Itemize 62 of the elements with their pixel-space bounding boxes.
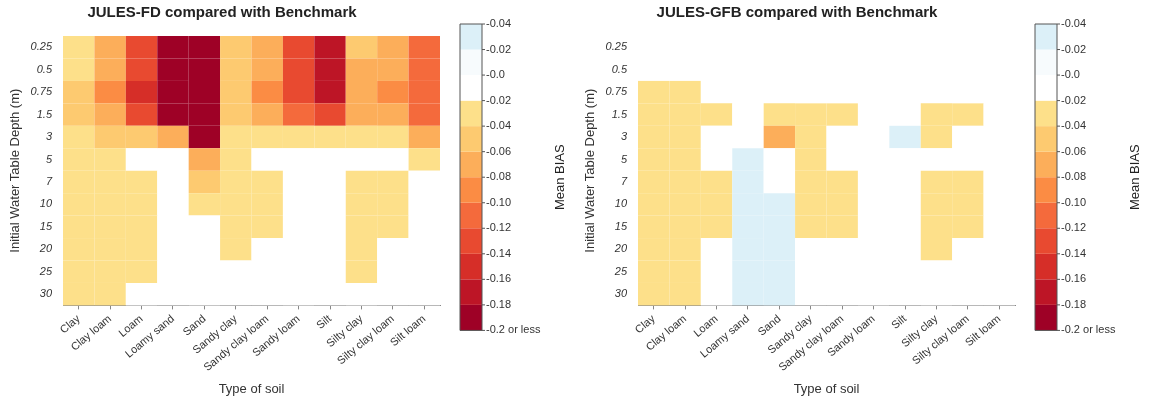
y-tick-label: 7 xyxy=(620,174,628,187)
color-bar-label: -0.04 xyxy=(1061,119,1087,132)
color-bar-label: -0.10 xyxy=(486,195,512,208)
y-tick-label: 15 xyxy=(39,219,53,232)
color-bar-label: -0.06 xyxy=(1061,144,1087,157)
color-bar-label: -0.2 or less xyxy=(486,323,541,336)
color-bar-label: -0.02 xyxy=(1061,93,1087,106)
color-bar-title: Mean BIAS xyxy=(551,144,567,211)
text: -0.04 xyxy=(1061,17,1087,30)
color-bar-label: -0.14 xyxy=(486,246,512,259)
y-tick-label: 20 xyxy=(613,242,628,255)
color-bar-label: -0.14 xyxy=(1061,246,1087,259)
y-tick-label: 25 xyxy=(613,264,628,277)
x-axis-title: Type of soil xyxy=(218,380,285,396)
x-tick-label: Clay xyxy=(57,311,83,336)
color-bar-label: -0.18 xyxy=(1061,297,1087,310)
y-tick-label: 0.5 xyxy=(611,62,628,75)
x-tick-label: Silt xyxy=(313,312,334,332)
color-bar-label: -0.02 xyxy=(486,93,512,106)
color-bar-label: -0.04 xyxy=(486,119,512,132)
text: -0.02 xyxy=(1061,42,1087,55)
x-axis-title: Type of soil xyxy=(793,380,860,396)
y-tick-label: 0.25 xyxy=(30,40,53,53)
y-tick-label: 5 xyxy=(45,152,53,165)
color-bar-label: -0.10 xyxy=(1061,195,1087,208)
color-bar-label: -0.08 xyxy=(486,170,512,183)
color-bar-label: -0.16 xyxy=(1061,272,1087,285)
y-axis-title: Initial Water Table Depth (m) xyxy=(7,88,23,253)
chart-title: JULES-GFB compared with Benchmark xyxy=(656,3,939,21)
y-tick-label: 0.75 xyxy=(30,85,53,98)
color-bar-label: -0.18 xyxy=(486,297,512,310)
color-bar-label: -0.08 xyxy=(1061,170,1087,183)
color-bar-label: -0.0 xyxy=(1061,68,1080,81)
color-bar-label: -0.2 or less xyxy=(1061,323,1116,336)
y-tick-label: 10 xyxy=(614,197,628,210)
y-tick-label: 15 xyxy=(614,219,628,232)
y-tick-label: 30 xyxy=(614,287,628,300)
y-tick-label: 1.5 xyxy=(36,107,53,120)
y-tick-label: 10 xyxy=(39,197,53,210)
y-tick-label: 30 xyxy=(39,287,53,300)
y-tick-label: 0.25 xyxy=(605,40,628,53)
text: -0.02 xyxy=(486,42,512,55)
color-bar-label: -0.16 xyxy=(486,272,512,285)
y-tick-label: 25 xyxy=(38,264,53,277)
y-tick-label: 0.5 xyxy=(36,62,53,75)
color-bar-label: -0.12 xyxy=(1061,221,1087,234)
y-axis-title: Initial Water Table Depth (m) xyxy=(582,88,598,253)
x-tick-label: Silt xyxy=(888,312,909,332)
y-tick-label: 0.75 xyxy=(605,85,628,98)
chart-title: JULES-FD compared with Benchmark xyxy=(87,3,358,21)
text: -0.04 xyxy=(486,17,512,30)
y-tick-label: 20 xyxy=(38,242,53,255)
y-tick-label: 3 xyxy=(45,130,53,143)
color-bar-label: -0.12 xyxy=(486,221,512,234)
y-tick-label: 7 xyxy=(45,174,53,187)
color-bar-label: -0.0 xyxy=(486,68,505,81)
x-tick-label: Clay xyxy=(632,311,658,336)
color-bar-label: -0.06 xyxy=(486,144,512,157)
color-bar-title: Mean BIAS xyxy=(1126,144,1142,211)
y-tick-label: 5 xyxy=(620,152,628,165)
y-tick-label: 1.5 xyxy=(611,107,628,120)
y-tick-label: 3 xyxy=(620,130,628,143)
